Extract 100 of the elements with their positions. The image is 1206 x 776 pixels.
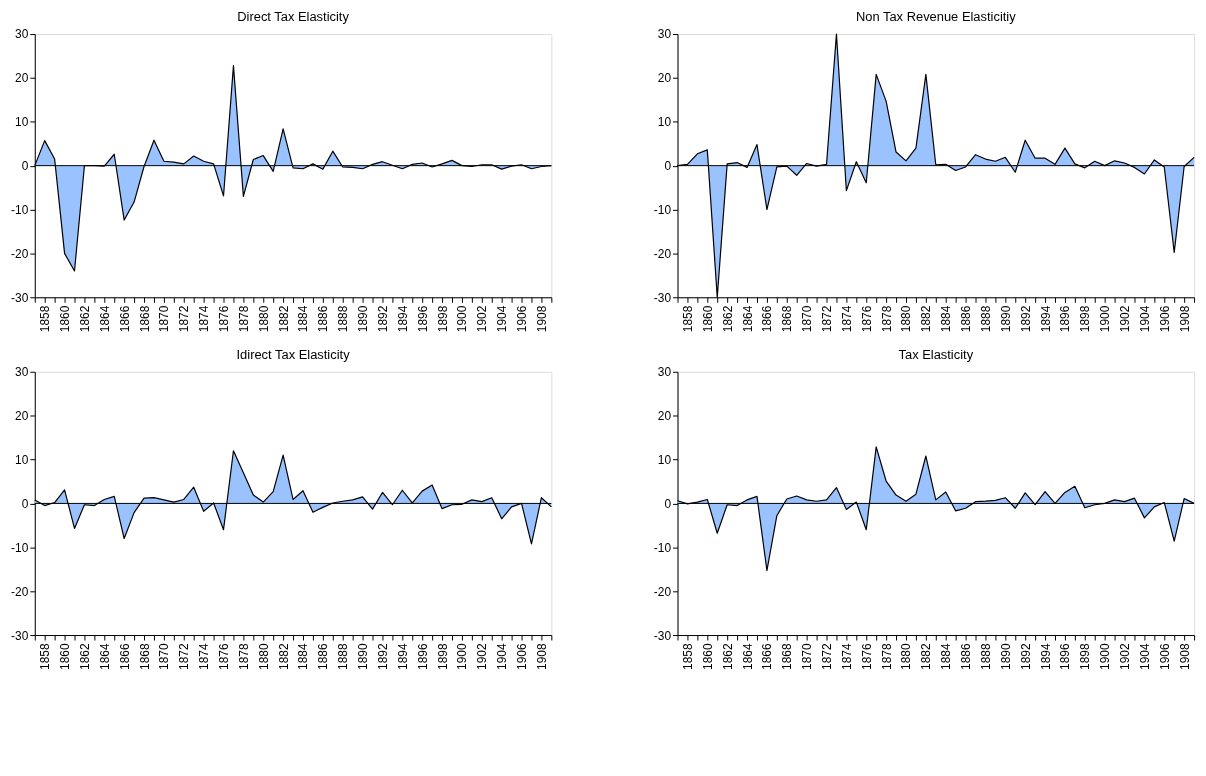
x-tick-label: 1862 xyxy=(77,305,92,333)
x-tick-label: 1876 xyxy=(216,305,231,333)
x-tick-label: 1900 xyxy=(455,643,470,670)
x-tick-label: 1868 xyxy=(780,305,795,333)
x-tick-label: 1892 xyxy=(375,305,390,333)
y-tick-label: -30 xyxy=(11,290,29,305)
x-tick-label: 1884 xyxy=(939,305,954,333)
x-tick-label: 1880 xyxy=(256,305,271,333)
x-tick-label: 1904 xyxy=(495,643,510,670)
x-tick-label: 1888 xyxy=(978,305,993,333)
x-tick-label: 1902 xyxy=(475,305,490,333)
y-tick-label: 20 xyxy=(657,71,672,86)
x-tick-label: 1864 xyxy=(740,643,755,670)
x-tick-label: 1886 xyxy=(316,305,331,333)
y-tick-label: 0 xyxy=(664,159,672,174)
chart-title: Non Tax Revenue Elasticitiy xyxy=(855,9,1017,25)
x-tick-label: 1906 xyxy=(1157,643,1172,670)
chart-title: Idirect Tax Elasticity xyxy=(236,346,351,362)
x-tick-label: 1870 xyxy=(157,643,172,670)
x-tick-label: 1880 xyxy=(256,643,271,670)
x-tick-label: 1894 xyxy=(1038,305,1053,333)
x-tick-label: 1904 xyxy=(1137,643,1152,670)
x-tick-label: 1892 xyxy=(375,643,390,670)
x-tick-label: 1896 xyxy=(1058,643,1073,670)
x-tick-label: 1892 xyxy=(1018,305,1033,333)
x-tick-label: 1902 xyxy=(1118,305,1133,333)
y-tick-label: 30 xyxy=(15,27,29,42)
x-tick-label: 1892 xyxy=(1018,643,1033,670)
x-tick-label: 1862 xyxy=(77,643,92,670)
x-tick-label: 1902 xyxy=(1118,643,1133,670)
y-tick-label: 20 xyxy=(657,409,672,424)
y-tick-label: 10 xyxy=(15,453,29,467)
x-tick-label: 1862 xyxy=(720,305,735,333)
y-tick-label: -30 xyxy=(653,628,672,643)
x-tick-label: 1868 xyxy=(780,643,795,670)
x-tick-label: 1882 xyxy=(276,643,291,670)
x-tick-label: 1884 xyxy=(296,643,311,670)
x-tick-label: 1886 xyxy=(959,643,974,670)
x-tick-label: 1874 xyxy=(197,643,212,670)
x-tick-label: 1878 xyxy=(879,643,894,670)
y-tick-label: -30 xyxy=(653,290,672,305)
y-tick-label: 20 xyxy=(15,71,29,86)
x-tick-label: 1882 xyxy=(919,305,934,333)
x-tick-label: 1860 xyxy=(700,305,715,333)
x-tick-label: 1906 xyxy=(515,305,530,333)
x-tick-label: 1882 xyxy=(919,643,934,670)
x-tick-label: 1880 xyxy=(899,643,914,670)
x-tick-label: 1908 xyxy=(1177,643,1192,670)
x-tick-label: 1858 xyxy=(680,643,695,670)
x-tick-label: 1868 xyxy=(137,643,152,670)
x-tick-label: 1858 xyxy=(38,305,53,333)
x-tick-label: 1898 xyxy=(1078,643,1093,670)
x-tick-label: 1866 xyxy=(760,643,775,670)
x-tick-label: 1864 xyxy=(97,643,112,670)
x-tick-label: 1906 xyxy=(1157,305,1172,333)
y-tick-label: -10 xyxy=(11,540,29,555)
chart-title: Tax Elasticity xyxy=(898,346,974,362)
x-tick-label: 1890 xyxy=(998,643,1013,670)
x-tick-label: 1904 xyxy=(495,305,510,333)
x-tick-label: 1872 xyxy=(819,643,834,670)
y-tick-label: -20 xyxy=(11,246,29,261)
chart-title: Direct Tax Elasticity xyxy=(237,9,350,25)
x-tick-label: 1886 xyxy=(316,643,331,670)
y-tick-label: -10 xyxy=(653,203,672,217)
x-tick-label: 1866 xyxy=(117,305,132,333)
x-tick-label: 1896 xyxy=(415,643,430,670)
x-tick-label: 1878 xyxy=(236,305,251,333)
x-tick-label: 1900 xyxy=(1098,305,1113,333)
x-tick-label: 1872 xyxy=(819,305,834,333)
y-tick-label: 10 xyxy=(657,453,672,467)
x-tick-label: 1872 xyxy=(177,643,192,670)
x-tick-label: 1890 xyxy=(356,305,371,333)
x-tick-label: 1858 xyxy=(680,305,695,333)
x-tick-label: 1904 xyxy=(1137,305,1152,333)
x-tick-label: 1888 xyxy=(978,643,993,670)
x-tick-label: 1874 xyxy=(197,305,212,333)
y-tick-label: 10 xyxy=(15,115,29,130)
x-tick-label: 1888 xyxy=(336,643,351,670)
y-tick-label: 0 xyxy=(664,496,672,511)
x-tick-label: 1864 xyxy=(97,305,112,333)
x-tick-label: 1870 xyxy=(800,305,815,333)
x-tick-label: 1900 xyxy=(455,305,470,333)
x-tick-label: 1866 xyxy=(117,643,132,670)
x-tick-label: 1908 xyxy=(534,305,549,333)
x-tick-label: 1872 xyxy=(177,305,192,333)
x-tick-label: 1876 xyxy=(859,643,874,670)
y-tick-label: 0 xyxy=(21,496,29,511)
y-tick-label: -30 xyxy=(11,628,29,643)
x-tick-label: 1878 xyxy=(236,643,251,670)
x-tick-label: 1888 xyxy=(336,305,351,333)
x-tick-label: 1860 xyxy=(58,643,73,670)
y-tick-label: -20 xyxy=(653,246,672,261)
y-tick-label: 0 xyxy=(21,159,29,174)
x-tick-label: 1894 xyxy=(395,643,410,670)
x-tick-label: 1894 xyxy=(1038,643,1053,670)
x-tick-label: 1860 xyxy=(700,643,715,670)
x-tick-label: 1862 xyxy=(720,643,735,670)
y-tick-label: 30 xyxy=(657,27,672,42)
y-tick-label: 20 xyxy=(15,409,29,424)
x-tick-label: 1890 xyxy=(356,643,371,670)
